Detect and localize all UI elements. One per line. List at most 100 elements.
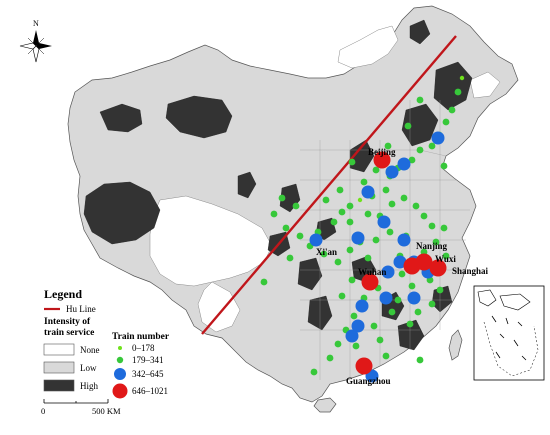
scale-end-label: 500 KM [92,406,121,416]
station-marker [260,278,268,286]
station-marker [379,291,393,305]
station-marker [428,222,436,230]
station-marker [351,319,365,333]
station-marker [372,166,380,174]
intensity-heading: Intensity of [44,317,91,327]
station-marker [334,340,342,348]
station-marker [338,208,346,216]
legend-title: Legend [44,287,82,301]
train-large-label: 646–1021 [132,386,168,396]
train-large-swatch [112,383,128,399]
station-marker [282,224,290,232]
station-marker [416,356,424,364]
station-marker [334,258,342,266]
intensity-heading-2: train service [44,328,94,338]
north-arrow-icon: N [19,19,52,63]
station-marker [388,200,396,208]
train-mid-label: 342–645 [132,369,164,379]
station-marker [296,232,304,240]
station-marker [372,236,380,244]
station-marker [346,218,354,226]
city-label: Shanghai [452,266,489,276]
station-marker [376,336,384,344]
train-number-heading: Train number [112,332,170,342]
station-marker [382,352,390,360]
city-label: Wuhan [358,267,386,277]
train-mid-swatch [114,368,126,380]
station-marker [398,270,406,278]
station-marker [355,299,369,313]
city-label: Beijing [368,147,396,157]
station-marker [414,308,422,316]
high-swatch [43,379,75,392]
station-marker [429,259,447,277]
train-midsmall-label: 179–341 [132,355,164,365]
station-marker [416,146,424,154]
station-marker [386,228,394,236]
train-midsmall-swatch [116,356,124,364]
legend: Legend Hu Line Intensity of train servic… [43,287,170,399]
city-label: Wuxi [435,254,456,264]
station-marker [286,254,294,262]
low-swatch [43,361,75,374]
station-marker [309,233,323,247]
station-marker [407,291,421,305]
stations-layer [260,75,465,383]
train-small-label: 0–178 [132,343,155,353]
station-marker [408,156,416,164]
station-marker [404,122,412,130]
station-marker [381,265,395,279]
station-marker [420,212,428,220]
city-label: Guangzhou [346,376,391,386]
north-label: N [33,19,39,28]
station-marker [370,322,378,330]
station-marker [322,196,330,204]
train-small-swatch [118,346,122,350]
station-marker [278,194,286,202]
high-label: High [80,381,99,391]
scale-bar: 0 500 KM [41,399,121,416]
station-marker [350,312,358,320]
station-marker [448,106,456,114]
station-marker [351,231,365,245]
station-marker [428,300,436,308]
station-marker [428,142,436,150]
station-marker [442,118,450,126]
station-marker [377,215,391,229]
station-marker [440,224,448,232]
station-marker [292,202,300,210]
low-label: Low [80,363,97,373]
station-marker [361,185,375,199]
station-marker [346,246,354,254]
station-marker [406,320,414,328]
station-marker [382,186,390,194]
city-label: Nanjing [416,241,448,251]
south-china-sea-inset [473,285,545,381]
city-label: Xi'an [316,247,337,257]
station-marker [432,238,440,246]
hu-line-legend-label: Hu Line [66,304,96,314]
station-marker [440,162,448,170]
station-marker [388,308,396,316]
station-marker [416,96,424,104]
none-label: None [80,345,100,355]
station-marker [320,250,328,258]
station-marker [330,218,338,226]
station-marker [431,131,445,145]
station-marker [400,194,408,202]
station-marker [360,178,368,186]
city-labels: Beijing Nanjing Wuxi Shanghai Wuhan Guan… [316,147,489,386]
station-marker [270,210,278,218]
station-marker [436,286,444,294]
station-marker [346,202,354,210]
station-marker [336,186,344,194]
station-marker [442,252,450,260]
station-marker [373,151,391,169]
station-marker [408,282,416,290]
station-marker [348,158,356,166]
station-marker [352,342,360,350]
station-marker [338,292,346,300]
station-marker [310,368,318,376]
station-marker [361,273,379,291]
station-marker [364,254,372,262]
